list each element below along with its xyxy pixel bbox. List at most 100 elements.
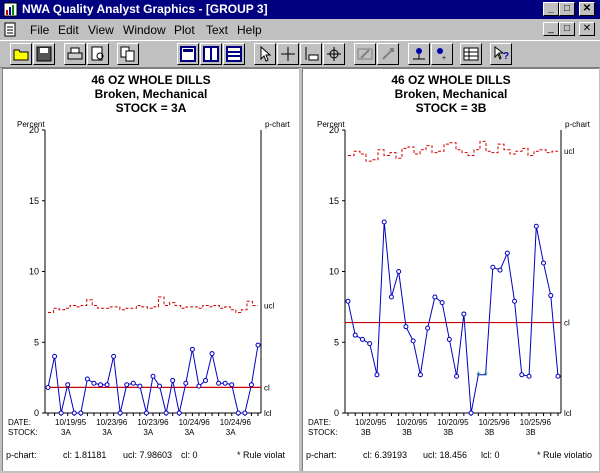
subgroup-button[interactable] (408, 43, 430, 65)
data-point (84, 376, 90, 382)
print-button[interactable] (64, 43, 86, 65)
data-point (124, 382, 130, 388)
p-chart-left[interactable]: Percent p-chart 0 5 10 15 20 DATE:STOCK: 10/19/9… (3, 69, 300, 449)
app-icon[interactable] (3, 2, 18, 17)
data-point (170, 377, 176, 383)
copy-button[interactable] (117, 43, 139, 65)
restore-icon (382, 48, 394, 60)
target-icon (327, 47, 341, 61)
print-preview-button[interactable] (87, 43, 109, 65)
cl-label: cl (564, 319, 570, 328)
layout-list-button[interactable] (223, 43, 245, 65)
data-point (189, 346, 195, 352)
data-point (104, 382, 110, 388)
rule-violation-point: * (483, 370, 488, 382)
data-point (519, 372, 525, 378)
data-point (111, 353, 117, 359)
maximize-icon: □ (563, 3, 571, 14)
data-point (541, 260, 547, 266)
data-point (58, 410, 64, 416)
restore-tool-button[interactable] (377, 43, 399, 65)
svg-text:?: ? (503, 51, 509, 62)
annotate-button[interactable]: + (431, 43, 453, 65)
footer-lcl: lcl: 0 (481, 450, 500, 460)
target-button[interactable] (323, 43, 345, 65)
data-point (548, 293, 554, 299)
data-point (176, 410, 182, 416)
menu-text[interactable]: Text (206, 23, 229, 37)
y-tick-label: 5 (34, 337, 39, 347)
data-point (461, 311, 467, 317)
data-point (403, 324, 409, 330)
data-point (255, 342, 261, 348)
pane-divider[interactable] (299, 68, 302, 473)
data-point (222, 380, 228, 386)
x-stock-tick-label: 3A (143, 428, 153, 437)
footer-cl: cl: 6.39193 (363, 450, 408, 460)
data-point (555, 373, 561, 379)
data-point (242, 410, 248, 416)
ucl-line (348, 140, 558, 162)
y-tick-label: 5 (334, 337, 339, 347)
save-disk-icon (36, 46, 52, 62)
pointer-button[interactable] (254, 43, 276, 65)
edit-button[interactable] (354, 43, 376, 65)
data-series-line (347, 221, 559, 414)
menu-plot[interactable]: Plot (174, 23, 195, 37)
document-icon[interactable] (3, 22, 18, 37)
data-point (91, 380, 97, 386)
x-stock-tick-label: 3A (185, 428, 195, 437)
help-button[interactable]: ? (490, 43, 512, 65)
child-restore-button[interactable]: □ (559, 22, 575, 36)
maximize-button[interactable]: □ (559, 2, 575, 16)
x-stock-tick-label: 3B (361, 428, 371, 437)
data-point (345, 298, 351, 304)
footer-cl: cl: 1.81181 (63, 450, 107, 460)
chart-pane-right[interactable]: 46 OZ WHOLE DILLS Broken, Mechanical STO… (302, 68, 599, 471)
x-date-tick-label: 10/25/96 (520, 418, 552, 427)
ucl-label: ucl (564, 147, 574, 156)
x-stock-tick-label: 3A (226, 428, 236, 437)
table-button[interactable] (460, 43, 482, 65)
data-point (203, 377, 208, 383)
chart-pane-left[interactable]: 46 OZ WHOLE DILLS Broken, Mechanical STO… (2, 68, 299, 471)
menu-help[interactable]: Help (237, 23, 262, 37)
layout-single-button[interactable] (177, 43, 199, 65)
data-point (45, 385, 51, 391)
menu-window[interactable]: Window (123, 23, 166, 37)
data-point (367, 341, 373, 347)
crosshair-button[interactable] (277, 43, 299, 65)
p-chart-right[interactable]: Percent p-chart 0 5 10 15 20 DATE:STOCK: 10/20/9… (303, 69, 600, 449)
menu-file[interactable]: File (30, 23, 50, 37)
x-date-tick-label: 10/20/95 (437, 418, 469, 427)
data-point (512, 298, 518, 304)
close-button[interactable]: ✕ (579, 2, 595, 16)
data-point (52, 353, 58, 359)
x-date-tick-label: 10/20/95 (396, 418, 428, 427)
y-axis-label: Percent (17, 120, 45, 129)
data-point (504, 250, 510, 256)
layout-list-icon (226, 46, 242, 62)
data-point (468, 410, 474, 416)
x-date-tick-label: 10/19/95 (55, 418, 87, 427)
layout-split-button[interactable] (200, 43, 222, 65)
child-close-button[interactable]: ✕ (579, 22, 595, 36)
data-point (78, 410, 84, 416)
menu-view[interactable]: View (88, 23, 114, 37)
chart-kind-label: p-chart (565, 120, 591, 129)
subgroup-icon (413, 48, 425, 60)
minimize-button[interactable]: _ (543, 2, 559, 16)
x-date-tick-label: 10/25/96 (479, 418, 511, 427)
table-icon (463, 47, 479, 61)
open-button[interactable] (10, 43, 32, 65)
label-tool-button[interactable] (300, 43, 322, 65)
footer-rule-note: * Rule violat (237, 450, 286, 460)
menu-edit[interactable]: Edit (58, 23, 79, 37)
data-series-line (47, 344, 259, 414)
data-point (381, 219, 387, 225)
child-minimize-button[interactable]: _ (543, 22, 559, 36)
save-button[interactable] (33, 43, 55, 65)
data-point (71, 410, 77, 416)
x-date-tick-label: 10/23/96 (137, 418, 169, 427)
data-point (183, 380, 189, 386)
